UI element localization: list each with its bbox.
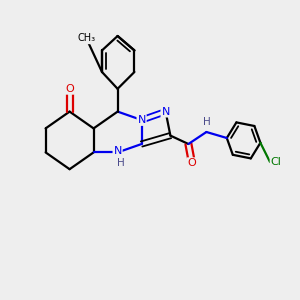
Text: H: H xyxy=(117,158,125,168)
Text: N: N xyxy=(113,146,122,156)
Text: O: O xyxy=(188,158,196,168)
Text: N: N xyxy=(137,115,146,125)
Text: CH₃: CH₃ xyxy=(77,33,95,43)
Text: H: H xyxy=(202,117,210,128)
Text: Cl: Cl xyxy=(271,157,281,167)
Text: O: O xyxy=(65,84,74,94)
Text: N: N xyxy=(161,106,170,117)
